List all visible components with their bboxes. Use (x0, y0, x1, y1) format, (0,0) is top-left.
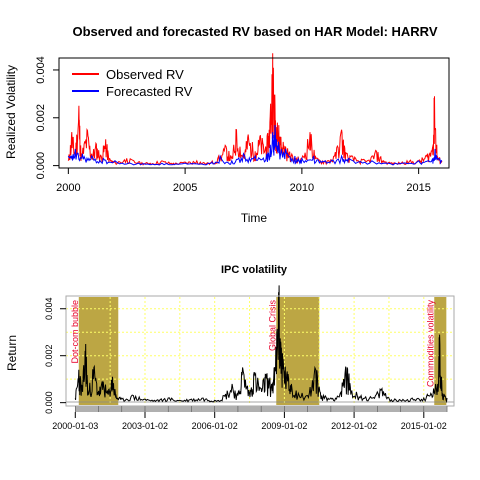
y-axis-label: Return (5, 335, 19, 371)
x-tick-label: 2000 (56, 182, 80, 194)
event-label: Dot-com bubble (70, 300, 80, 364)
event-label: Commodities volatility (425, 300, 435, 388)
observed-rv-line (67, 53, 443, 166)
series-layer (67, 53, 443, 166)
x-tick-label: 2005 (173, 182, 197, 194)
y-tick-label: 0.004 (35, 56, 47, 84)
y-axis: 0.000 0.002 0.004 (35, 56, 60, 180)
plot-frame (65, 295, 455, 407)
x-axis-label: Time (241, 211, 268, 225)
x-tick-label: 2012-01-02 (331, 421, 377, 431)
x-tick-label: 2006-01-02 (192, 421, 238, 431)
return-line (74, 285, 448, 404)
x-tick-label: 2015-01-02 (401, 421, 447, 431)
series-layer (74, 285, 448, 404)
legend-label-forecasted: Forecasted RV (106, 84, 193, 99)
legend-label-observed: Observed RV (106, 67, 184, 82)
x-tick-label: 2015 (406, 182, 430, 194)
y-axis-label: Realized Volatility (4, 65, 18, 159)
y-tick-label: 0.000 (44, 391, 54, 414)
y-axis: 0.000 0.002 0.004 (44, 297, 66, 414)
y-tick-label: 0.000 (35, 152, 47, 180)
x-tick-label: 2000-01-03 (52, 421, 98, 431)
ipc-volatility-chart: IPC volatility 2000-01-03 2003-01-02 2006-… (5, 264, 455, 431)
y-tick-label: 0.002 (35, 104, 47, 132)
event-labels: Dot-com bubble Global Crisis Commodities v… (70, 300, 435, 388)
chart-title: IPC volatility (221, 264, 288, 276)
x-tick-label: 2003-01-02 (122, 421, 168, 431)
x-axis: 2000 2005 2010 2015 (56, 167, 431, 194)
y-tick-label: 0.004 (44, 297, 54, 320)
chart-title: Observed and forecasted RV based on HAR … (72, 24, 437, 39)
x-axis: 2000-01-03 2003-01-02 2006-01-02 2009-01-02… (52, 412, 447, 431)
har-forecast-chart: Observed and forecasted RV based on HAR … (4, 24, 450, 225)
time-strip (74, 406, 448, 412)
event-label: Global Crisis (267, 300, 277, 352)
x-tick-label: 2009-01-02 (261, 421, 307, 431)
x-tick-label: 2010 (290, 182, 314, 194)
forecasted-rv-line (67, 124, 443, 166)
legend: Observed RV Forecasted RV (72, 67, 193, 99)
y-tick-label: 0.002 (44, 344, 54, 367)
